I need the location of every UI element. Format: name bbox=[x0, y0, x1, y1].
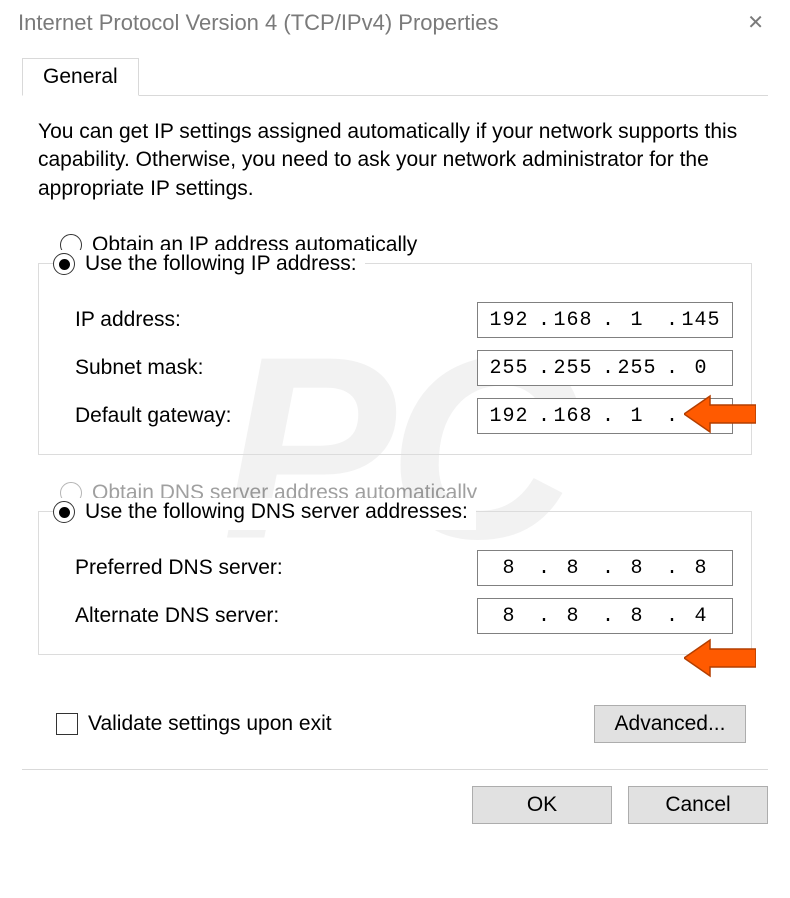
validate-checkbox-row[interactable]: Validate settings upon exit bbox=[56, 712, 332, 736]
advanced-button[interactable]: Advanced... bbox=[594, 705, 746, 743]
titlebar: Internet Protocol Version 4 (TCP/IPv4) P… bbox=[0, 0, 790, 51]
window-title: Internet Protocol Version 4 (TCP/IPv4) P… bbox=[18, 10, 499, 36]
radio-ip-manual[interactable]: Use the following IP address: bbox=[53, 250, 365, 282]
bottom-row: Validate settings upon exit Advanced... bbox=[38, 679, 752, 753]
label-ip-address: IP address: bbox=[75, 308, 477, 332]
dns-group: Obtain DNS server address automatically … bbox=[38, 479, 752, 655]
label-alt-dns: Alternate DNS server: bbox=[75, 604, 477, 628]
radio-dns-manual[interactable]: Use the following DNS server addresses: bbox=[53, 498, 476, 530]
validate-label: Validate settings upon exit bbox=[88, 712, 332, 736]
input-default-gateway[interactable]: 192. 168. 1. 1 bbox=[477, 398, 733, 434]
checkbox-icon bbox=[56, 713, 78, 735]
label-pref-dns: Preferred DNS server: bbox=[75, 556, 477, 580]
ok-button[interactable]: OK bbox=[472, 786, 612, 824]
tab-general[interactable]: General bbox=[22, 58, 139, 96]
cancel-button[interactable]: Cancel bbox=[628, 786, 768, 824]
ip-group: Obtain an IP address automatically Use t… bbox=[38, 231, 752, 455]
row-ip-address: IP address: 192. 168. 1. 145 bbox=[57, 292, 733, 340]
radio-label: Use the following DNS server addresses: bbox=[85, 500, 468, 524]
close-icon[interactable]: ✕ bbox=[739, 8, 772, 37]
tab-content: You can get IP settings assigned automat… bbox=[22, 96, 768, 763]
label-subnet-mask: Subnet mask: bbox=[75, 356, 477, 380]
label-default-gateway: Default gateway: bbox=[75, 404, 477, 428]
row-subnet-mask: Subnet mask: 255. 255. 255. 0 bbox=[57, 340, 733, 388]
row-default-gateway: Default gateway: 192. 168. 1. 1 bbox=[57, 388, 733, 436]
input-subnet-mask[interactable]: 255. 255. 255. 0 bbox=[477, 350, 733, 386]
input-pref-dns[interactable]: 8. 8. 8. 8 bbox=[477, 550, 733, 586]
row-alt-dns: Alternate DNS server: 8. 8. 8. 4 bbox=[57, 588, 733, 636]
tab-strip: General bbox=[22, 57, 768, 96]
dns-fieldset: Use the following DNS server addresses: … bbox=[38, 511, 752, 655]
radio-label: Use the following IP address: bbox=[85, 252, 357, 276]
input-alt-dns[interactable]: 8. 8. 8. 4 bbox=[477, 598, 733, 634]
footer-buttons: OK Cancel bbox=[22, 769, 768, 840]
input-ip-address[interactable]: 192. 168. 1. 145 bbox=[477, 302, 733, 338]
row-pref-dns: Preferred DNS server: 8. 8. 8. 8 bbox=[57, 540, 733, 588]
ip-fieldset: Use the following IP address: IP address… bbox=[38, 263, 752, 455]
radio-icon bbox=[53, 501, 75, 523]
radio-icon bbox=[53, 253, 75, 275]
intro-text: You can get IP settings assigned automat… bbox=[38, 118, 752, 203]
